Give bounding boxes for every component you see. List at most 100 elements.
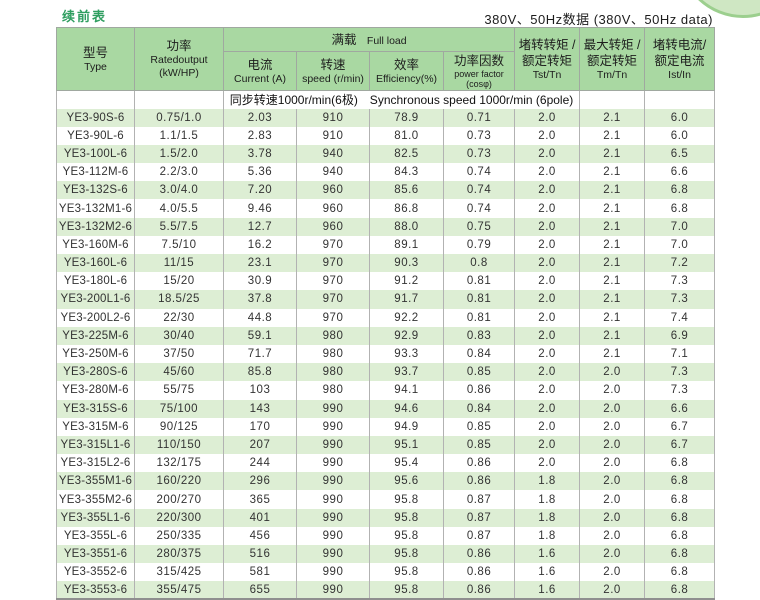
cell-speed: 970 <box>296 272 370 291</box>
cell-efficiency: 95.8 <box>369 490 444 509</box>
cell-ist-in: 6.8 <box>644 545 715 564</box>
cell-power-factor: 0.86 <box>442 581 515 600</box>
cell-type: YE3-315L1-6 <box>56 435 135 455</box>
cell-power-factor: 0.85 <box>442 435 515 455</box>
sync-row-empty-cell <box>134 90 224 109</box>
table-row: YE3-315S-6 75/100 143 990 94.6 0.84 2.0 2.0 6.6 <box>56 399 715 418</box>
cell-tst-tn: 1.8 <box>514 526 580 545</box>
cell-tst-tn: 2.0 <box>514 344 580 364</box>
cell-ist-in: 7.1 <box>644 344 715 364</box>
cell-type: YE3-355M1-6 <box>56 472 135 491</box>
cell-current: 207 <box>223 435 297 455</box>
col-header-tst-tn: 堵转转矩 / 额定转矩 Tst/Tn <box>514 27 581 91</box>
cell-type: YE3-160L-6 <box>56 254 135 273</box>
continued-table-label: 续前表 <box>62 9 108 24</box>
cell-current: 456 <box>223 526 297 545</box>
cell-speed: 940 <box>296 144 370 164</box>
cell-ist-in: 6.8 <box>644 526 715 545</box>
cell-power-factor: 0.75 <box>442 217 515 236</box>
cell-tm-tn: 2.1 <box>579 344 645 364</box>
cell-ist-in: 6.8 <box>644 199 715 218</box>
cell-efficiency: 85.6 <box>369 181 444 200</box>
cell-tm-tn: 2.0 <box>579 363 645 382</box>
cell-current: 7.20 <box>223 181 297 200</box>
cell-rated-output: 30/40 <box>134 326 224 345</box>
cell-type: YE3-355L1-6 <box>56 508 135 527</box>
cell-tst-tn: 1.6 <box>514 563 580 582</box>
cell-type: YE3-3552-6 <box>56 563 135 582</box>
cell-power-factor: 0.85 <box>442 363 515 382</box>
sync-row-empty-cell <box>56 90 135 109</box>
cell-ist-in: 6.7 <box>644 417 715 436</box>
cell-tst-tn: 2.0 <box>514 108 580 127</box>
col-header-power-factor: 功率因数 power factor (cosφ) <box>442 51 516 91</box>
cell-tst-tn: 1.8 <box>514 508 580 527</box>
cell-speed: 980 <box>296 381 370 400</box>
cell-type: YE3-225M-6 <box>56 326 135 345</box>
cell-efficiency: 91.2 <box>369 272 444 291</box>
cell-speed: 970 <box>296 254 370 273</box>
cell-tm-tn: 2.0 <box>579 399 645 418</box>
cell-rated-output: 11/15 <box>134 254 224 273</box>
cell-power-factor: 0.85 <box>442 417 515 436</box>
cell-tst-tn: 1.6 <box>514 581 580 600</box>
cell-tm-tn: 2.1 <box>579 181 645 200</box>
cell-tm-tn: 2.0 <box>579 508 645 527</box>
col-header-rated-output: 功率 Ratedoutput (kW/HP) <box>134 27 224 91</box>
cell-speed: 990 <box>296 526 370 545</box>
cell-tm-tn: 2.1 <box>579 108 645 127</box>
cell-efficiency: 95.4 <box>369 454 444 473</box>
cell-type: YE3-3551-6 <box>56 545 135 564</box>
cell-type: YE3-132M2-6 <box>56 217 135 236</box>
cell-rated-output: 22/30 <box>134 308 224 327</box>
cell-rated-output: 160/220 <box>134 472 224 491</box>
cell-tm-tn: 2.0 <box>579 454 645 473</box>
cell-tst-tn: 2.0 <box>514 126 580 145</box>
cell-tm-tn: 2.0 <box>579 472 645 491</box>
cell-efficiency: 95.8 <box>369 526 444 545</box>
cell-efficiency: 78.9 <box>369 108 444 127</box>
cell-type: YE3-160M-6 <box>56 235 135 254</box>
cell-type: YE3-132S-6 <box>56 181 135 200</box>
cell-ist-in: 6.6 <box>644 399 715 418</box>
cell-power-factor: 0.81 <box>442 308 515 327</box>
table-row: YE3-3551-6 280/375 516 990 95.8 0.86 1.6 2.0 6.8 <box>56 545 715 564</box>
cell-power-factor: 0.81 <box>442 290 515 309</box>
cell-tst-tn: 2.0 <box>514 308 580 327</box>
cell-speed: 970 <box>296 290 370 309</box>
cell-current: 581 <box>223 563 297 582</box>
cell-ist-in: 6.8 <box>644 508 715 527</box>
cell-tst-tn: 2.0 <box>514 235 580 254</box>
cell-tst-tn: 2.0 <box>514 254 580 273</box>
cell-tst-tn: 2.0 <box>514 272 580 291</box>
cell-type: YE3-315M-6 <box>56 417 135 436</box>
cell-rated-output: 1.5/2.0 <box>134 144 224 164</box>
cell-ist-in: 7.3 <box>644 272 715 291</box>
cell-ist-in: 6.7 <box>644 435 715 455</box>
cell-efficiency: 91.7 <box>369 290 444 309</box>
cell-current: 401 <box>223 508 297 527</box>
cell-tst-tn: 2.0 <box>514 417 580 436</box>
cell-speed: 970 <box>296 308 370 327</box>
cell-type: YE3-200L1-6 <box>56 290 135 309</box>
table-row: YE3-132S-6 3.0/4.0 7.20 960 85.6 0.74 2.0 2.1 6.… <box>56 181 715 200</box>
cell-rated-output: 355/475 <box>134 581 224 600</box>
table-row: YE3-90S-6 0.75/1.0 2.03 910 78.9 0.71 2.0 2.1 6.… <box>56 108 715 127</box>
cell-current: 71.7 <box>223 344 297 364</box>
cell-speed: 960 <box>296 181 370 200</box>
cell-tm-tn: 2.0 <box>579 563 645 582</box>
table-row: YE3-355L-6 250/335 456 990 95.8 0.87 1.8 2.0 6.8 <box>56 526 715 545</box>
table-row: YE3-355M1-6 160/220 296 990 95.6 0.86 1.8 2.0 6.… <box>56 472 715 491</box>
cell-type: YE3-112M-6 <box>56 163 135 182</box>
cell-tst-tn: 2.0 <box>514 454 580 473</box>
table-row: YE3-355M2-6 200/270 365 990 95.8 0.87 1.8 2.0 6.… <box>56 490 715 509</box>
cell-current: 5.36 <box>223 163 297 182</box>
cell-efficiency: 92.9 <box>369 326 444 345</box>
cell-tm-tn: 2.0 <box>579 526 645 545</box>
table-row: YE3-250M-6 37/50 71.7 980 93.3 0.84 2.0 2.1 7.1 <box>56 344 715 364</box>
cell-rated-output: 315/425 <box>134 563 224 582</box>
cell-power-factor: 0.87 <box>442 508 515 527</box>
cell-power-factor: 0.86 <box>442 454 515 473</box>
cell-type: YE3-355L-6 <box>56 526 135 545</box>
sync-row-empty-cell <box>644 90 715 109</box>
